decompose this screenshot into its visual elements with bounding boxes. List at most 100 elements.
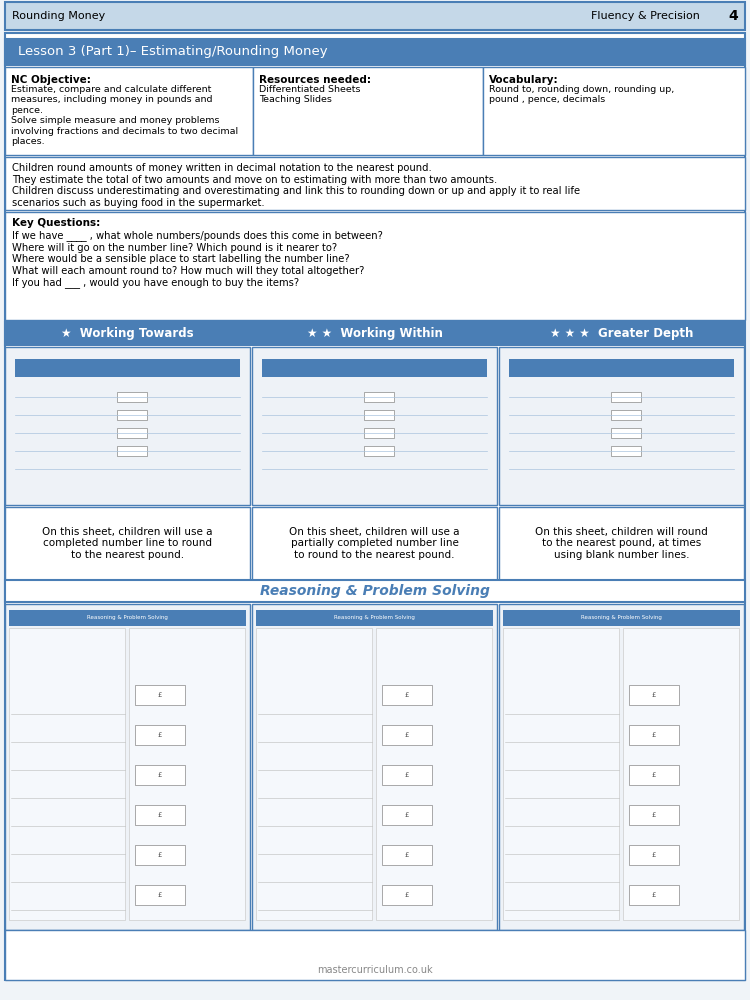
Bar xyxy=(5,507,250,580)
Bar xyxy=(9,628,125,920)
Bar xyxy=(129,628,245,920)
Text: £: £ xyxy=(652,892,656,898)
Bar xyxy=(135,845,185,865)
Bar xyxy=(135,725,185,745)
Text: Fluency & Precision: Fluency & Precision xyxy=(591,11,700,21)
Bar xyxy=(364,410,394,420)
Bar xyxy=(5,604,250,930)
Bar xyxy=(629,685,679,705)
Bar xyxy=(5,347,250,505)
Bar xyxy=(623,628,739,920)
Bar xyxy=(253,67,483,155)
Bar xyxy=(611,428,641,438)
Text: Round to, rounding down, rounding up,
pound , pence, decimals: Round to, rounding down, rounding up, po… xyxy=(489,85,674,104)
Text: £: £ xyxy=(158,852,162,858)
Text: £: £ xyxy=(158,692,162,698)
Bar xyxy=(135,885,185,905)
Text: Differentiated Sheets
Teaching Slides: Differentiated Sheets Teaching Slides xyxy=(259,85,361,104)
Text: £: £ xyxy=(405,772,410,778)
Bar xyxy=(382,765,432,785)
Bar xyxy=(364,428,394,438)
Bar xyxy=(509,359,734,377)
Bar xyxy=(611,410,641,420)
Bar xyxy=(382,725,432,745)
Bar xyxy=(256,628,372,920)
Bar xyxy=(376,628,492,920)
Text: Rounding Money: Rounding Money xyxy=(12,11,105,21)
Text: Key Questions:: Key Questions: xyxy=(12,218,100,228)
Bar xyxy=(382,805,432,825)
Bar xyxy=(382,845,432,865)
Text: £: £ xyxy=(405,732,410,738)
Bar xyxy=(483,67,745,155)
Bar xyxy=(135,765,185,785)
Bar xyxy=(503,610,740,626)
Bar xyxy=(629,845,679,865)
Bar xyxy=(629,885,679,905)
Bar xyxy=(499,507,744,580)
Bar xyxy=(252,347,497,505)
Text: Resources needed:: Resources needed: xyxy=(259,75,371,85)
Text: On this sheet, children will round
to the nearest pound, at times
using blank nu: On this sheet, children will round to th… xyxy=(536,527,708,560)
Bar xyxy=(364,392,394,402)
Bar xyxy=(629,725,679,745)
Text: £: £ xyxy=(158,892,162,898)
Bar xyxy=(252,507,497,580)
Text: £: £ xyxy=(405,692,410,698)
Bar xyxy=(382,885,432,905)
Text: £: £ xyxy=(405,852,410,858)
Bar xyxy=(5,212,745,320)
Bar xyxy=(262,359,487,377)
Bar xyxy=(499,322,744,345)
Bar xyxy=(117,410,147,420)
Text: mastercurriculum.co.uk: mastercurriculum.co.uk xyxy=(317,965,433,975)
Bar xyxy=(611,392,641,402)
Text: ★ ★ ★  Greater Depth: ★ ★ ★ Greater Depth xyxy=(550,327,693,340)
Text: £: £ xyxy=(652,732,656,738)
Bar xyxy=(5,2,745,30)
Bar xyxy=(629,805,679,825)
Text: Reasoning & Problem Solving: Reasoning & Problem Solving xyxy=(260,584,490,598)
Bar xyxy=(135,805,185,825)
Text: ★  Working Towards: ★ Working Towards xyxy=(62,327,194,340)
Text: On this sheet, children will use a
partially completed number line
to round to t: On this sheet, children will use a parti… xyxy=(290,527,460,560)
Text: On this sheet, children will use a
completed number line to round
to the nearest: On this sheet, children will use a compl… xyxy=(42,527,213,560)
Bar xyxy=(252,322,497,345)
Text: Estimate, compare and calculate different
measures, including money in pounds an: Estimate, compare and calculate differen… xyxy=(11,85,238,146)
Text: £: £ xyxy=(158,812,162,818)
Text: £: £ xyxy=(652,692,656,698)
Bar xyxy=(15,359,240,377)
Bar xyxy=(364,446,394,456)
Text: NC Objective:: NC Objective: xyxy=(11,75,91,85)
Bar xyxy=(9,610,246,626)
Bar xyxy=(499,347,744,505)
Bar xyxy=(499,604,744,930)
Text: Reasoning & Problem Solving: Reasoning & Problem Solving xyxy=(87,615,168,620)
Bar xyxy=(117,446,147,456)
Text: £: £ xyxy=(652,772,656,778)
Bar xyxy=(503,628,619,920)
Bar xyxy=(382,685,432,705)
Bar xyxy=(256,610,493,626)
Text: £: £ xyxy=(405,812,410,818)
Text: Children round amounts of money written in decimal notation to the nearest pound: Children round amounts of money written … xyxy=(12,163,580,208)
Text: If we have ____ , what whole numbers/pounds does this come in between?
Where wil: If we have ____ , what whole numbers/pou… xyxy=(12,230,382,288)
Text: £: £ xyxy=(158,772,162,778)
Bar xyxy=(252,604,497,930)
Text: Reasoning & Problem Solving: Reasoning & Problem Solving xyxy=(334,615,415,620)
Text: £: £ xyxy=(158,732,162,738)
Text: £: £ xyxy=(652,812,656,818)
Bar xyxy=(611,446,641,456)
Bar xyxy=(5,322,250,345)
Text: £: £ xyxy=(405,892,410,898)
Bar xyxy=(629,765,679,785)
Bar xyxy=(135,685,185,705)
Text: £: £ xyxy=(652,852,656,858)
Bar xyxy=(117,428,147,438)
Bar xyxy=(5,580,745,602)
Bar xyxy=(5,39,745,65)
Text: ★ ★  Working Within: ★ ★ Working Within xyxy=(307,327,442,340)
Bar xyxy=(5,67,253,155)
Bar xyxy=(5,930,745,980)
Bar xyxy=(117,392,147,402)
